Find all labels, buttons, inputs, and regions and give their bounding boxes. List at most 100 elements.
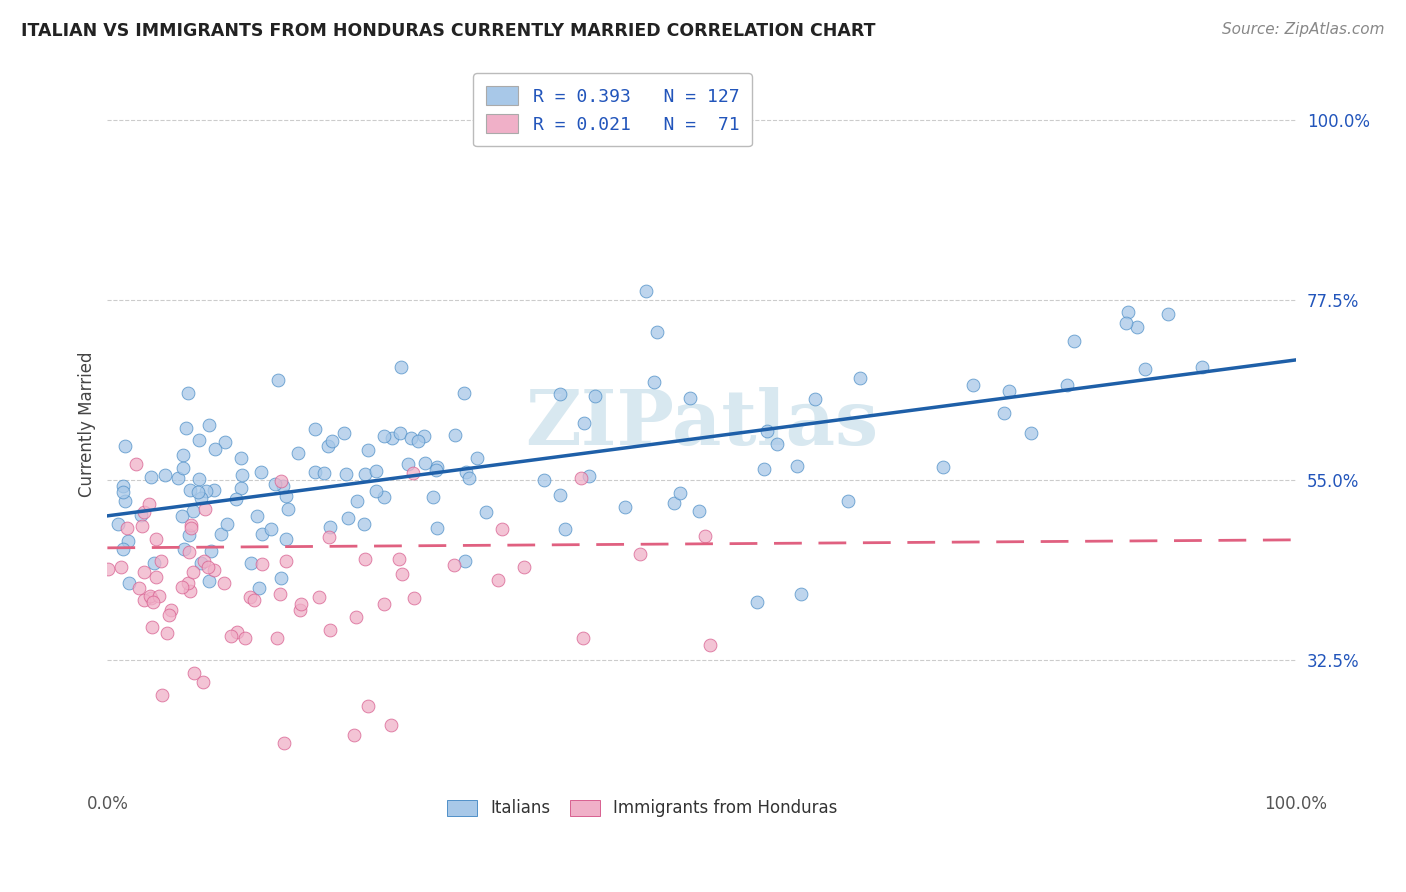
- Point: [381, 431, 404, 445]
- Point: [572, 416, 595, 430]
- Point: [572, 631, 595, 645]
- Point: [391, 567, 413, 582]
- Point: [548, 387, 571, 401]
- Point: [132, 565, 155, 579]
- Point: [112, 485, 135, 500]
- Point: [413, 429, 436, 443]
- Point: [688, 504, 710, 518]
- Point: [1115, 316, 1137, 330]
- Point: [160, 603, 183, 617]
- Point: [231, 467, 253, 482]
- Point: [180, 520, 202, 534]
- Point: [270, 570, 292, 584]
- Point: [191, 675, 214, 690]
- Point: [288, 602, 311, 616]
- Point: [304, 465, 326, 479]
- Point: [177, 545, 200, 559]
- Point: [402, 466, 425, 480]
- Point: [457, 471, 479, 485]
- Point: [267, 374, 290, 388]
- Point: [266, 631, 288, 645]
- Point: [388, 551, 411, 566]
- Y-axis label: Currently Married: Currently Married: [79, 351, 96, 497]
- Point: [786, 458, 808, 473]
- Point: [157, 608, 180, 623]
- Point: [176, 386, 198, 401]
- Point: [752, 462, 775, 476]
- Point: [804, 392, 827, 407]
- Point: [444, 428, 467, 442]
- Point: [993, 406, 1015, 420]
- Point: [190, 491, 212, 505]
- Point: [848, 370, 870, 384]
- Text: ITALIAN VS IMMIGRANTS FROM HONDURAS CURRENTLY MARRIED CORRELATION CHART: ITALIAN VS IMMIGRANTS FROM HONDURAS CURR…: [21, 22, 876, 40]
- Point: [645, 325, 668, 339]
- Point: [354, 467, 377, 481]
- Point: [225, 625, 247, 640]
- Point: [202, 483, 225, 497]
- Point: [194, 502, 217, 516]
- Point: [380, 718, 402, 732]
- Point: [197, 559, 219, 574]
- Point: [406, 434, 429, 448]
- Point: [316, 439, 339, 453]
- Point: [474, 505, 496, 519]
- Point: [554, 522, 576, 536]
- Point: [1191, 359, 1213, 374]
- Point: [141, 620, 163, 634]
- Point: [756, 424, 779, 438]
- Point: [132, 593, 155, 607]
- Point: [150, 554, 173, 568]
- Point: [115, 521, 138, 535]
- Point: [243, 593, 266, 607]
- Point: [179, 483, 201, 497]
- Point: [97, 562, 120, 576]
- Point: [766, 437, 789, 451]
- Point: [274, 489, 297, 503]
- Point: [231, 450, 253, 465]
- Point: [364, 464, 387, 478]
- Point: [389, 360, 412, 375]
- Point: [195, 484, 218, 499]
- Point: [117, 576, 139, 591]
- Point: [274, 554, 297, 568]
- Point: [373, 597, 395, 611]
- Point: [170, 508, 193, 523]
- Point: [357, 698, 380, 713]
- Point: [443, 558, 465, 572]
- Point: [699, 638, 721, 652]
- Point: [139, 469, 162, 483]
- Point: [837, 494, 859, 508]
- Point: [187, 433, 209, 447]
- Point: [693, 529, 716, 543]
- Point: [318, 530, 340, 544]
- Point: [426, 521, 449, 535]
- Point: [997, 384, 1019, 399]
- Point: [422, 490, 444, 504]
- Point: [664, 496, 686, 510]
- Point: [1019, 425, 1042, 440]
- Point: [252, 557, 274, 571]
- Point: [187, 472, 209, 486]
- Point: [153, 468, 176, 483]
- Point: [131, 519, 153, 533]
- Point: [321, 434, 343, 448]
- Point: [308, 590, 330, 604]
- Point: [613, 500, 636, 514]
- Text: Source: ZipAtlas.com: Source: ZipAtlas.com: [1222, 22, 1385, 37]
- Point: [181, 504, 204, 518]
- Legend: Italians, Immigrants from Honduras: Italians, Immigrants from Honduras: [439, 791, 846, 826]
- Point: [131, 508, 153, 523]
- Point: [156, 625, 179, 640]
- Point: [583, 389, 606, 403]
- Point: [1063, 334, 1085, 348]
- Point: [187, 485, 209, 500]
- Point: [402, 591, 425, 605]
- Point: [240, 556, 263, 570]
- Point: [399, 431, 422, 445]
- Point: [172, 461, 194, 475]
- Point: [426, 460, 449, 475]
- Point: [264, 477, 287, 491]
- Point: [114, 440, 136, 454]
- Point: [132, 506, 155, 520]
